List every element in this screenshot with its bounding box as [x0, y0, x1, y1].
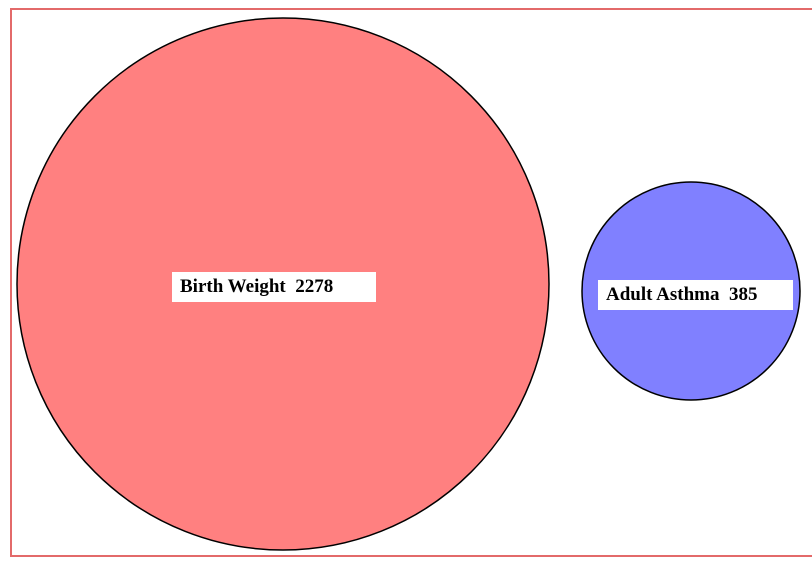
adult-asthma-label: Adult Asthma 385 — [598, 280, 793, 310]
diagram-frame — [10, 8, 812, 557]
birth-weight-label: Birth Weight 2278 — [172, 272, 376, 302]
